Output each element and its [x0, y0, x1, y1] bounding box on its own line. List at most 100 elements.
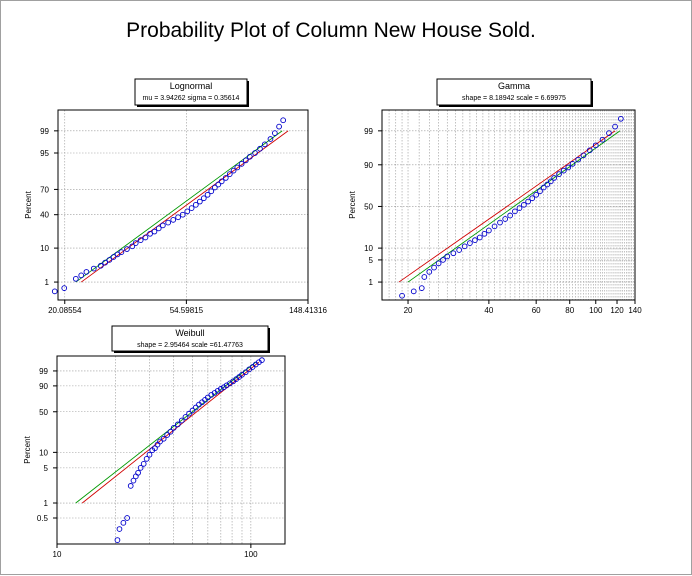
- legend-params: shape = 2.95464 scale =61.47763: [137, 342, 243, 349]
- data-point: [580, 152, 587, 159]
- charts-group: 1 10 40 70 95 99 20.08554 54.59815 148.41316 Perc…: [23, 78, 642, 559]
- x-tick-label: 20: [404, 306, 413, 315]
- x-tick-label: 60: [532, 306, 541, 315]
- data-point: [51, 288, 58, 295]
- data-point: [486, 227, 492, 234]
- data-point: [189, 407, 196, 414]
- data-point: [242, 157, 249, 164]
- data-point: [551, 175, 558, 181]
- data-point: [242, 369, 249, 376]
- data-point: [140, 460, 147, 467]
- plot-frame: [57, 109, 309, 301]
- data-point: [276, 123, 282, 130]
- page-title: Probability Plot of Column New House Sol…: [126, 19, 536, 42]
- data-point: [218, 178, 225, 185]
- data-point: [124, 515, 130, 521]
- data-point: [102, 259, 109, 266]
- data-point: [575, 156, 582, 163]
- data-point: [547, 178, 554, 185]
- data-point: [124, 246, 130, 252]
- data-point: [127, 483, 134, 489]
- data-point: [188, 205, 195, 211]
- data-point: [137, 237, 144, 243]
- data-point: [192, 404, 199, 411]
- data-point: [167, 428, 174, 435]
- data-point: [599, 136, 606, 143]
- data-point: [537, 188, 543, 195]
- data-point: [267, 136, 274, 142]
- data-point: [418, 285, 425, 291]
- data-point: [544, 181, 551, 188]
- data-point: [178, 417, 185, 424]
- x-tick-label: 10: [53, 550, 62, 559]
- data-point: [456, 247, 462, 253]
- data-point: [129, 243, 136, 250]
- x-tick-label: 54.59815: [170, 306, 204, 315]
- data-point: [431, 264, 437, 271]
- y-tick-label: 99: [364, 127, 373, 136]
- y-tick-label: 99: [40, 127, 49, 136]
- y-tick-label: 90: [39, 382, 48, 391]
- data-point: [617, 115, 624, 122]
- data-point: [174, 421, 181, 428]
- data-point: [165, 219, 172, 226]
- data-point: [135, 469, 141, 476]
- data-point: [238, 161, 245, 167]
- reference-line: [407, 130, 621, 283]
- y-tick-label: 10: [364, 244, 373, 253]
- x-tick-label: 140: [628, 306, 642, 315]
- data-point: [533, 191, 540, 198]
- data-point: [271, 130, 278, 136]
- data-point: [230, 167, 237, 174]
- data-point: [586, 147, 593, 154]
- y-axis-label: Percent: [24, 190, 33, 218]
- data-point: [217, 386, 224, 392]
- data-point: [246, 153, 253, 160]
- data-point: [222, 175, 229, 181]
- y-tick-label: 95: [40, 149, 49, 158]
- data-point: [120, 519, 127, 526]
- chart-gamma: 1 5 10 50 90 99 20 40 60 80 100 120 140 Percent Gamma s…: [348, 78, 642, 315]
- data-point: [234, 164, 241, 171]
- x-tick-label: 40: [484, 306, 493, 315]
- data-point: [410, 288, 417, 295]
- data-point: [592, 142, 599, 149]
- y-tick-label: 70: [40, 185, 49, 194]
- data-point: [61, 285, 68, 291]
- y-axis-label: Percent: [348, 190, 357, 218]
- legend-title: Gamma: [498, 81, 530, 91]
- y-tick-label: 50: [364, 202, 373, 211]
- data-point: [97, 262, 104, 269]
- data-point: [525, 198, 531, 205]
- data-point: [507, 212, 513, 219]
- data-point: [132, 240, 139, 246]
- data-point: [164, 432, 171, 438]
- data-point: [151, 228, 158, 235]
- data-point: [192, 201, 199, 208]
- data-point: [491, 223, 498, 230]
- data-point: [556, 171, 562, 177]
- data-point: [399, 292, 405, 299]
- y-tick-label: 99: [39, 367, 48, 376]
- legend-title: Lognormal: [170, 81, 213, 91]
- data-point: [529, 195, 536, 202]
- data-point: [606, 130, 612, 136]
- data-point: [261, 141, 268, 148]
- data-point: [440, 257, 446, 263]
- data-point: [90, 265, 97, 272]
- data-point: [83, 269, 90, 275]
- x-tick-label: 100: [244, 550, 258, 559]
- data-point: [160, 222, 166, 229]
- data-point: [560, 167, 567, 174]
- x-tick-label: 148.41316: [289, 306, 327, 315]
- data-point: [118, 249, 125, 255]
- plot-frame: [56, 355, 286, 545]
- data-point: [212, 184, 218, 191]
- chart-lognormal: 1 10 40 70 95 99 20.08554 54.59815 148.41316 Perc…: [24, 78, 327, 315]
- data-point: [472, 237, 478, 243]
- data-point: [155, 225, 162, 232]
- data-point: [476, 234, 483, 241]
- plot-frame: [381, 109, 636, 301]
- data-point: [612, 123, 618, 130]
